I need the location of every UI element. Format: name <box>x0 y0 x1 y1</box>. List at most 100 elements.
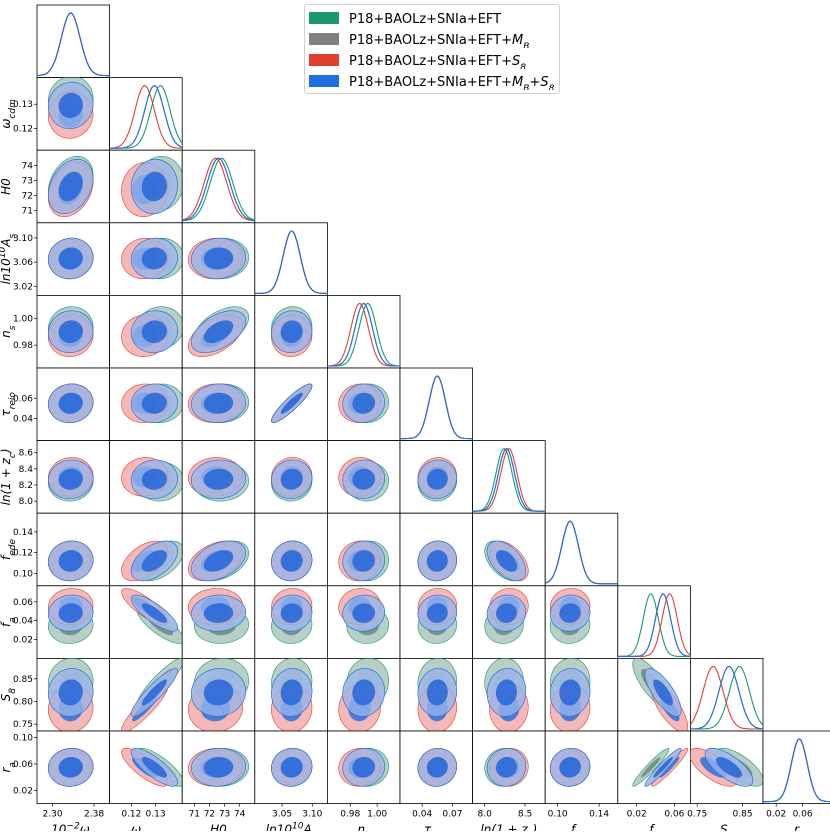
contour-68-H0-ns-3 <box>203 320 234 344</box>
posterior-1d-S8-0 <box>690 665 764 730</box>
contour-68-omega_b-ra-3 <box>58 757 83 778</box>
contour-68-omega_cdm-fede-3 <box>141 550 167 572</box>
contour-68-ns-ra-3 <box>352 757 376 778</box>
xtick-label-omega_b-0: 2.30 <box>43 810 63 820</box>
contour-68-zc-fede-3 <box>496 550 517 572</box>
contour-68-omega_b-zc-3 <box>58 468 83 490</box>
legend-label: P18+BAOLz+SNIa+EFT+MB <box>349 33 529 48</box>
posterior-1d-tau-3 <box>400 375 473 440</box>
legend-item-1: P18+BAOLz+SNIa+EFT+MB <box>305 28 559 49</box>
ytick-label-H0-1: 72 <box>22 192 33 202</box>
ytick-label-lnAs-1: 3.06 <box>13 258 33 268</box>
contour-68-omega_b-lnAs-3 <box>58 247 83 270</box>
contour-68-zc-S8-3 <box>496 679 517 706</box>
contour-68-H0-fa-3 <box>203 603 234 623</box>
ylabel-ns: ns <box>0 325 18 338</box>
ytick-label-tau-0: 0.04 <box>13 414 33 424</box>
contour-68-S8-ra-3 <box>716 757 742 778</box>
ylabel-ra: ra <box>0 762 18 772</box>
legend-item-3: P18+BAOLz+SNIa+EFT+MB+S8 <box>305 70 559 91</box>
ytick-label-omega_cdm-1: 0.13 <box>13 100 33 110</box>
posterior-1d-omega_cdm-3 <box>109 85 183 149</box>
xtick-label-S8-0: 0.75 <box>687 810 707 820</box>
contour-68-H0-lnAs-3 <box>203 247 234 270</box>
posterior-1d-fede-3 <box>545 520 618 585</box>
contour-68-omega_cdm-ns-3 <box>141 320 167 343</box>
contour-68-lnAs-tau-3 <box>280 392 303 414</box>
legend-swatch <box>309 32 339 45</box>
xtick-label-H0-2: 73 <box>219 810 230 820</box>
contour-68-ns-tau-3 <box>352 392 376 414</box>
xtick-label-ra-0: 0.02 <box>766 810 786 820</box>
ytick-label-lnAs-0: 3.02 <box>13 282 33 292</box>
posterior-1d-fa-0 <box>617 593 691 657</box>
legend-swatch <box>309 74 339 87</box>
xtick-label-tau-0: 0.04 <box>412 810 432 820</box>
xlabel-tau: τreio <box>424 823 449 831</box>
contour-68-tau-fa-3 <box>426 603 448 623</box>
ytick-label-omega_cdm-0: 0.12 <box>13 124 33 134</box>
posterior-1d-omega_cdm-2 <box>109 85 183 149</box>
ylabel-zc: ln(1 + zc) <box>0 448 18 505</box>
xlabel-fa: fa <box>649 823 659 831</box>
ytick-label-fa-2: 0.06 <box>13 598 33 608</box>
contour-68-fede-S8-3 <box>559 679 581 706</box>
contour-68-omega_b-S8-3 <box>58 679 83 706</box>
contour-68-tau-ra-3 <box>426 757 448 778</box>
ylabel-fa: fa <box>0 617 18 627</box>
xtick-label-omega_cdm-0: 0.12 <box>121 810 141 820</box>
xlabel-ra: ra <box>794 823 804 831</box>
xtick-label-ns-0: 0.98 <box>340 810 360 820</box>
xlabel-omega_cdm: ωcdm <box>131 823 161 831</box>
legend-item-0: P18+BAOLz+SNIa+EFT <box>305 7 559 28</box>
contour-68-lnAs-fa-3 <box>280 603 303 623</box>
contour-68-fa-ra-3 <box>653 757 673 778</box>
contour-68-lnAs-zc-3 <box>280 468 303 490</box>
panel-fede-fede <box>544 512 619 587</box>
xtick-label-omega_cdm-1: 0.13 <box>146 810 166 820</box>
panel-S8-S8 <box>690 658 764 732</box>
ytick-label-zc-1: 8.2 <box>19 481 33 491</box>
ylabel-H0: H0 <box>0 178 13 195</box>
posterior-1d-H0-3 <box>182 157 255 221</box>
contour-68-H0-ra-3 <box>203 757 234 778</box>
panel-lnAs-lnAs <box>254 222 328 296</box>
xtick-label-zc-1: 8.5 <box>518 810 532 820</box>
xtick-label-fa-1: 0.06 <box>664 810 684 820</box>
xtick-label-zc-0: 8.0 <box>478 810 493 820</box>
legend-item-2: P18+BAOLz+SNIa+EFT+S8 <box>305 49 559 70</box>
xtick-label-lnAs-1: 3.10 <box>302 810 322 820</box>
posterior-1d-S8-3 <box>690 665 764 730</box>
ytick-label-tau-1: 0.06 <box>13 394 33 404</box>
ylabel-tau: τreio <box>0 392 18 417</box>
contour-68-tau-S8-3 <box>426 679 448 706</box>
contour-68-omega_b-omega_cdm-3 <box>58 92 83 118</box>
contour-68-lnAs-ns-3 <box>280 320 303 343</box>
legend-label: P18+BAOLz+SNIa+EFT+S8 <box>349 54 526 69</box>
svg-text:P18+BAOLz+SNIa+EFT: P18+BAOLz+SNIa+EFT <box>349 12 501 27</box>
contour-68-omega_cdm-ra-3 <box>141 757 167 778</box>
contour-68-H0-tau-3 <box>203 392 234 414</box>
contour-68-omega_b-H0-3 <box>58 171 83 202</box>
ytick-label-ra-1: 0.06 <box>13 760 33 770</box>
xlabel-fede: fede <box>571 823 592 831</box>
contour-68-tau-zc-3 <box>426 468 448 490</box>
ytick-label-fede-0: 0.10 <box>13 569 33 579</box>
ytick-label-lnAs-2: 3.10 <box>13 234 33 244</box>
contour-68-omega_cdm-H0-3 <box>141 171 167 202</box>
posterior-1d-lnAs-3 <box>254 230 328 294</box>
ytick-label-ns-0: 0.98 <box>13 341 33 351</box>
contour-68-ns-zc-3 <box>352 468 376 490</box>
contour-68-ns-S8-3 <box>352 679 376 706</box>
contour-68-omega_cdm-lnAs-3 <box>141 247 167 270</box>
contour-68-lnAs-S8-3 <box>280 679 303 706</box>
xtick-label-tau-1: 0.07 <box>442 810 462 820</box>
ytick-label-fa-0: 0.02 <box>13 636 33 646</box>
svg-text:P18+BAOLz+SNIa+EFT+S8: P18+BAOLz+SNIa+EFT+S8 <box>349 54 526 69</box>
contour-68-omega_b-fede-3 <box>58 550 83 572</box>
contour-68-zc-fa-3 <box>496 603 517 623</box>
panel-tau-tau <box>399 367 473 441</box>
xtick-label-fede-1: 0.14 <box>589 810 609 820</box>
